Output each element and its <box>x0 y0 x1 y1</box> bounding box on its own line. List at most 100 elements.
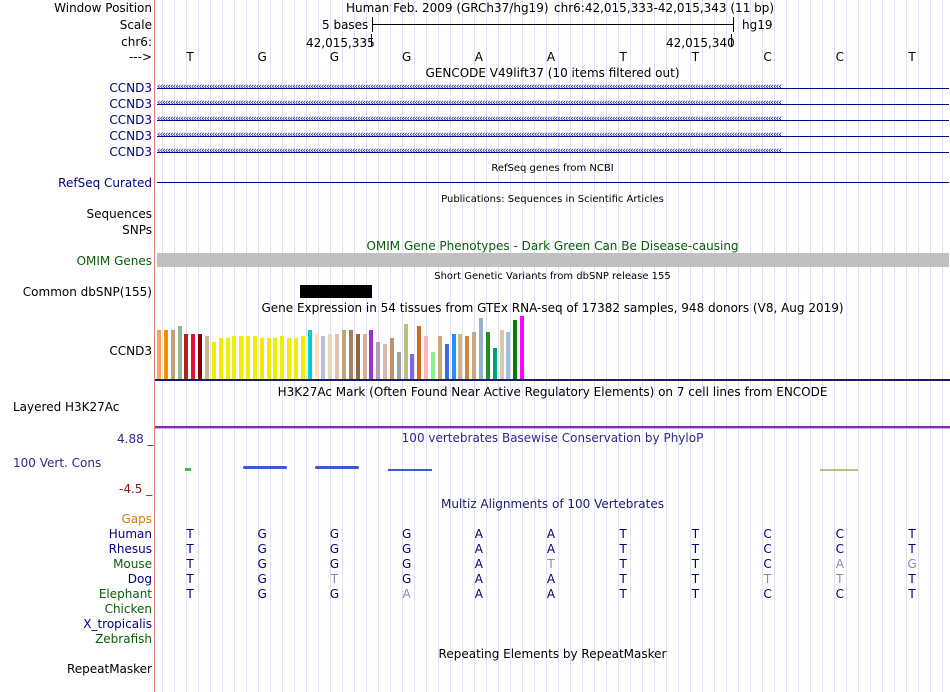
species-label-human[interactable]: Human <box>108 527 152 541</box>
repeatmasker-track-title[interactable]: Repeating Elements by RepeatMasker <box>438 647 667 661</box>
gtex-tissue-bar[interactable] <box>513 320 518 380</box>
gtex-tissue-bar[interactable] <box>177 326 182 380</box>
refseq-track-label[interactable]: RefSeq Curated <box>58 176 152 190</box>
species-label-rhesus[interactable]: Rhesus <box>108 542 152 556</box>
species-label-elephant[interactable]: Elephant <box>98 587 152 601</box>
omim-track-title[interactable]: OMIM Gene Phenotypes - Dark Green Can Be… <box>366 239 739 253</box>
gtex-tissue-bar[interactable] <box>444 344 449 380</box>
gencode-item-label-2[interactable]: CCND3 <box>109 97 152 111</box>
gtex-tissue-bar[interactable] <box>259 338 264 380</box>
gtex-tissue-bar[interactable] <box>417 326 422 380</box>
omim-track-label[interactable]: OMIM Genes <box>76 254 152 268</box>
dbsnp-variant-feature[interactable] <box>300 285 372 298</box>
gtex-tissue-bar[interactable] <box>335 334 340 380</box>
gtex-tissue-bar[interactable] <box>328 334 333 380</box>
publications-track-title[interactable]: Publications: Sequences in Scientific Ar… <box>441 194 664 205</box>
gencode-item-label-4[interactable]: CCND3 <box>109 129 152 143</box>
gencode-item-label-3[interactable]: CCND3 <box>109 113 152 127</box>
gtex-tissue-bar[interactable] <box>225 338 230 380</box>
gtex-tissue-bar[interactable] <box>403 324 408 380</box>
gtex-tissue-bar[interactable] <box>437 336 442 380</box>
dbsnp-track-title[interactable]: Short Genetic Variants from dbSNP releas… <box>434 271 671 282</box>
gencode-transcript-feature[interactable]: ‹‹‹‹‹‹‹‹‹‹‹‹‹‹‹‹‹‹‹‹‹‹‹‹‹‹‹‹‹‹‹‹‹‹‹‹‹‹‹‹… <box>157 131 949 141</box>
gtex-tissue-bar[interactable] <box>520 316 525 380</box>
phylop-track-title[interactable]: 100 vertebrates Basewise Conservation by… <box>401 431 704 445</box>
phylop-signal-segment <box>820 469 858 471</box>
refseq-gene-feature[interactable] <box>157 182 949 183</box>
species-label-dog[interactable]: Dog <box>127 572 152 586</box>
repeatmasker-track-label[interactable]: RepeatMasker <box>66 662 152 676</box>
gtex-tissue-bar[interactable] <box>348 330 353 380</box>
gtex-tissue-bar[interactable] <box>239 336 244 380</box>
refseq-track-title[interactable]: RefSeq genes from NCBI <box>491 163 614 174</box>
gtex-tissue-bar[interactable] <box>485 332 490 380</box>
gtex-tissue-bar[interactable] <box>191 334 196 380</box>
gtex-tissue-bar[interactable] <box>431 352 435 380</box>
gtex-tissue-bar[interactable] <box>204 336 209 380</box>
gtex-tissue-bar[interactable] <box>396 352 401 380</box>
omim-gene-feature[interactable] <box>157 253 949 267</box>
ruler-tick-left <box>371 34 372 46</box>
publications-sequences-label[interactable]: Sequences <box>86 207 152 221</box>
gtex-track-title[interactable]: Gene Expression in 54 tissues from GTEx … <box>261 301 844 315</box>
gtex-tissue-bar[interactable] <box>307 330 312 380</box>
gtex-tissue-bar[interactable] <box>266 338 271 380</box>
gtex-tissue-bar[interactable] <box>369 330 374 380</box>
gencode-transcript-feature[interactable]: ‹‹‹‹‹‹‹‹‹‹‹‹‹‹‹‹‹‹‹‹‹‹‹‹‹‹‹‹‹‹‹‹‹‹‹‹‹‹‹‹… <box>157 115 949 125</box>
gtex-tissue-bar[interactable] <box>300 336 305 380</box>
gtex-tissue-bar[interactable] <box>321 336 326 380</box>
gencode-item-label-1[interactable]: CCND3 <box>109 81 152 95</box>
gtex-tissue-bar[interactable] <box>341 330 346 380</box>
gencode-transcript-feature[interactable]: ‹‹‹‹‹‹‹‹‹‹‹‹‹‹‹‹‹‹‹‹‹‹‹‹‹‹‹‹‹‹‹‹‹‹‹‹‹‹‹‹… <box>157 147 949 157</box>
publications-snps-label[interactable]: SNPs <box>122 223 152 237</box>
gtex-expression-bars[interactable] <box>155 300 950 380</box>
gtex-tissue-bar[interactable] <box>472 332 477 380</box>
gtex-tissue-bar[interactable] <box>246 336 251 380</box>
phylop-track-label[interactable]: 100 Vert. Cons <box>13 456 102 470</box>
gtex-tissue-bar[interactable] <box>355 334 360 380</box>
gtex-tissue-bar[interactable] <box>499 330 504 380</box>
grid-line <box>690 0 691 692</box>
gtex-tissue-bar[interactable] <box>451 334 456 380</box>
grid-line <box>546 0 547 692</box>
gtex-tissue-bar[interactable] <box>389 338 394 380</box>
gtex-tissue-bar[interactable] <box>465 336 470 380</box>
species-label-mouse[interactable]: Mouse <box>113 557 152 571</box>
gtex-tissue-bar[interactable] <box>506 332 511 380</box>
gtex-tissue-bar[interactable] <box>478 318 483 380</box>
gtex-tissue-bar[interactable] <box>218 338 223 380</box>
h3k27ac-track-title[interactable]: H3K27Ac Mark (Often Found Near Active Re… <box>277 385 828 399</box>
gtex-tissue-bar[interactable] <box>424 336 429 380</box>
gtex-track-label[interactable]: CCND3 <box>109 344 152 358</box>
gtex-tissue-bar[interactable] <box>232 336 237 380</box>
h3k27ac-signal[interactable] <box>155 426 950 428</box>
gtex-tissue-bar[interactable] <box>492 348 497 380</box>
species-label-chicken[interactable]: Chicken <box>104 602 152 616</box>
gtex-tissue-bar[interactable] <box>211 342 216 380</box>
gtex-tissue-bar[interactable] <box>273 338 278 380</box>
gtex-tissue-bar[interactable] <box>383 344 388 380</box>
gtex-tissue-bar[interactable] <box>314 334 319 380</box>
gtex-tissue-bar[interactable] <box>410 354 415 380</box>
gtex-tissue-bar[interactable] <box>170 330 175 380</box>
gtex-tissue-bar[interactable] <box>252 336 257 380</box>
gtex-tissue-bar[interactable] <box>376 342 381 380</box>
dbsnp-track-label[interactable]: Common dbSNP(155) <box>22 285 152 299</box>
gtex-tissue-bar[interactable] <box>163 330 168 380</box>
gencode-item-label-5[interactable]: CCND3 <box>109 145 152 159</box>
species-label-zebrafish[interactable]: Zebrafish <box>95 632 152 646</box>
gtex-tissue-bar[interactable] <box>362 334 367 380</box>
gencode-transcript-feature[interactable]: ‹‹‹‹‹‹‹‹‹‹‹‹‹‹‹‹‹‹‹‹‹‹‹‹‹‹‹‹‹‹‹‹‹‹‹‹‹‹‹‹… <box>157 99 949 109</box>
gtex-tissue-bar[interactable] <box>287 338 292 380</box>
gtex-tissue-bar[interactable] <box>294 338 298 380</box>
gtex-tissue-bar[interactable] <box>157 330 161 380</box>
gtex-tissue-bar[interactable] <box>198 334 203 380</box>
gencode-track-title[interactable]: GENCODE V49lift37 (10 items filtered out… <box>425 66 680 80</box>
gtex-tissue-bar[interactable] <box>184 334 189 380</box>
species-label-x_tropicalis[interactable]: X_tropicalis <box>83 617 152 631</box>
h3k27ac-track-label[interactable]: Layered H3K27Ac <box>13 400 120 414</box>
multiz-track-title[interactable]: Multiz Alignments of 100 Vertebrates <box>440 497 665 511</box>
gencode-transcript-feature[interactable]: ‹‹‹‹‹‹‹‹‹‹‹‹‹‹‹‹‹‹‹‹‹‹‹‹‹‹‹‹‹‹‹‹‹‹‹‹‹‹‹‹… <box>157 83 949 93</box>
gtex-tissue-bar[interactable] <box>458 334 463 380</box>
gtex-tissue-bar[interactable] <box>280 336 285 380</box>
